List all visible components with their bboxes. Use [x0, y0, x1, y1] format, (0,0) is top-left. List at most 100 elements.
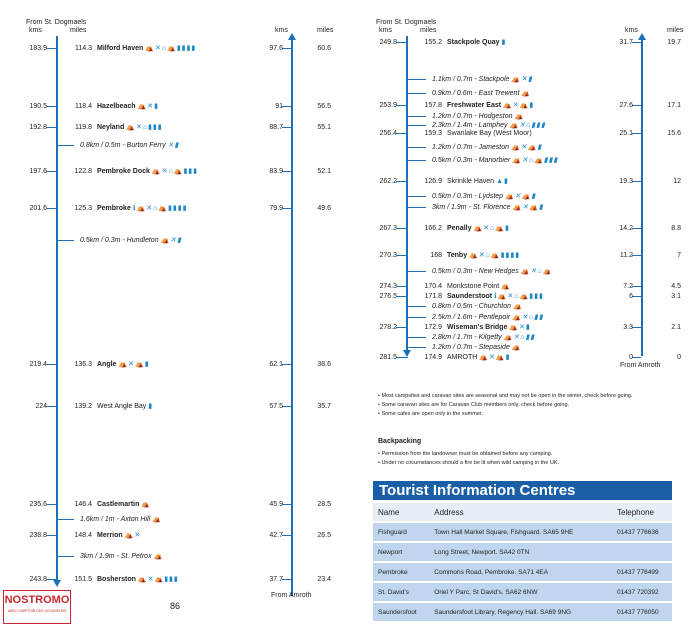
distance-kms-from-amroth: 0 — [629, 354, 633, 361]
place-name-text: Hazelbeach — [97, 103, 136, 110]
distance-miles: 171.8 — [424, 293, 442, 300]
logo-text: NOSTROMO — [4, 594, 70, 606]
distance-miles-from-amroth: 3.1 — [671, 293, 681, 300]
stop-tick-right — [282, 364, 291, 365]
distance-kms-from-amroth: 3.3 — [623, 324, 633, 331]
distance-kms: 235.6 — [29, 501, 47, 508]
backpacking-note: • Under no circumstances should a fire b… — [378, 460, 560, 466]
table-cell: St. David's — [373, 582, 430, 603]
place-name-text: Bosherston — [97, 576, 136, 583]
stop-tick — [46, 171, 58, 172]
from-amroth-label: From Amroth — [271, 592, 312, 599]
amenity-icons: ℹ⛺✕⌂⛺▮▮▮ — [494, 293, 544, 300]
stop-tick — [396, 327, 408, 328]
distance-kms-from-amroth: 31.7 — [619, 39, 633, 46]
amenity-icons: ⛺ — [512, 303, 523, 310]
stop-tick — [396, 296, 408, 297]
stop-tick — [46, 48, 58, 49]
amenity-icons: ▮ — [148, 403, 154, 410]
distance-miles: 155.2 — [424, 39, 442, 46]
header-from-label: From St. Dogmaels — [26, 19, 87, 26]
distance-miles: 159.3 — [424, 130, 442, 137]
distance-miles-from-amroth: 52.1 — [317, 168, 331, 175]
side-detour-label: 1.2km / 0.7m - Stepaside — [432, 344, 510, 351]
amenity-icons: ⛺ — [501, 283, 511, 290]
distance-miles: 168 — [430, 252, 442, 259]
amenity-icons: ⛺✕▮ — [137, 103, 159, 110]
stop-tick-right — [632, 228, 641, 229]
side-detour-label: 2.3km / 1.4m - Lamphey — [432, 122, 508, 129]
amenity-icons: ⛺ — [153, 553, 164, 560]
amenity-icons: ⛺ — [514, 113, 525, 120]
stop-tick-right — [282, 106, 291, 107]
place-name: Pembroke Dock ⛺✕⌂⛺▮▮▮ — [97, 167, 198, 176]
distance-kms-from-amroth: 7.2 — [623, 283, 633, 290]
distance-miles: 125.3 — [74, 205, 92, 212]
place-name: Neyland ⛺✕⌂▮▮▮ — [97, 123, 163, 132]
header-miles-right-label: miles — [667, 27, 684, 34]
amenity-icons: ⛺✕⛺▮ — [503, 102, 535, 109]
side-detour-label: 1.2km / 0.7m - Jameston — [432, 144, 510, 151]
distance-kms-from-amroth: 11.2 — [619, 252, 633, 259]
side-detour-label: 0.5km / 0.3m - Manorbier — [432, 157, 511, 164]
header-miles-label: miles — [70, 27, 87, 34]
side-detour: 0.8km / 0.5m - Churchton ⛺ — [432, 302, 523, 311]
table-row: Newport Long Street, Newport. SA42 0TN — [373, 542, 672, 563]
distance-kms: 238.8 — [29, 532, 47, 539]
distance-kms-from-amroth: 91 — [275, 103, 283, 110]
distance-miles: 157.8 — [424, 102, 442, 109]
distance-kms-from-amroth: 25.1 — [619, 130, 633, 137]
nostromo-logo: NOSTROMO WEB COMPTOIR DES VOYAGEURS — [3, 590, 71, 624]
distance-miles-from-amroth: 7 — [677, 252, 681, 259]
place-name-text: Skrinkle Haven — [447, 178, 495, 185]
tourist-info-table: Name Address Telephone Fishguard Town Hall M… — [373, 503, 672, 623]
amenity-icons: ⛺ — [141, 501, 152, 508]
place-name-text: Merrion — [97, 532, 123, 539]
distance-miles-from-amroth: 35.7 — [317, 403, 331, 410]
amenity-icons: ⛺✕⛺▮ — [479, 354, 511, 361]
place-name: Freshwater East ⛺✕⛺▮ — [447, 101, 534, 110]
distance-kms-from-amroth: 97.6 — [269, 45, 283, 52]
place-name: Milford Haven ⛺✕⌂⛺▮▮▮▮ — [97, 44, 196, 53]
amenity-icons: ⛺✕⌂▮▮ — [503, 334, 536, 341]
distance-kms-from-amroth: 62.1 — [269, 361, 283, 368]
distance-miles-from-amroth: 17.1 — [667, 102, 681, 109]
table-cell: Town Hall Market Square, Fishguard. SA65… — [429, 522, 613, 543]
distance-kms: 243.8 — [29, 576, 47, 583]
place-name: West Angle Bay ▮ — [97, 402, 153, 411]
distance-kms-from-amroth: 83.9 — [269, 168, 283, 175]
side-tick — [58, 519, 74, 520]
page-number: 86 — [170, 601, 181, 611]
table-cell: Fishguard — [373, 522, 430, 543]
place-name: Merrion ⛺✕ — [97, 531, 141, 540]
stop-tick-right — [282, 406, 291, 407]
amenity-icons: ⛺ — [511, 344, 522, 351]
table-body: Fishguard Town Hall Market Square, Fishgu… — [373, 522, 672, 623]
distance-miles-from-amroth: 2.1 — [671, 324, 681, 331]
place-name-text: Castlemartin — [97, 501, 140, 508]
table-cell: Long Street, Newport. SA42 0TN — [429, 542, 613, 563]
distance-miles-from-amroth: 28.5 — [317, 501, 331, 508]
header-kms-label: kms — [29, 27, 42, 34]
side-detour: 3km / 1.9m - St. Petrox ⛺ — [80, 552, 163, 561]
amenity-icons: ℹ⛺✕⌂⛺▮▮▮▮ — [132, 205, 188, 212]
route-line — [56, 36, 58, 580]
amenity-icons: ⛺✕⌂⛺ — [520, 268, 553, 275]
side-detour: 0.5km / 0.3m - Hundleton ⛺✕▮ — [80, 236, 182, 245]
header-from-label: From St. Dogmaels — [376, 19, 437, 26]
table-cell: 01437 776499 — [612, 562, 672, 583]
place-name: Swanlake Bay (West Moor) — [447, 129, 534, 138]
side-detour: 0.5km / 0.3m - New Hedges ⛺✕⌂⛺ — [432, 267, 552, 276]
side-detour-label: 1.6km / 1m - Axton Hill — [80, 516, 151, 523]
distance-miles-from-amroth: 4.5 — [671, 283, 681, 290]
side-detour-label: 1.2km / 0.7m - Hodgeston — [432, 113, 513, 120]
logo-subtext: WEB COMPTOIR DES VOYAGEURS — [7, 609, 67, 613]
route-arrow-up-icon — [288, 33, 296, 40]
amenity-icons: ⛺✕⌂▮▮▮ — [509, 122, 546, 129]
amenity-icons: ⛺ — [521, 90, 532, 97]
side-tick — [58, 145, 74, 146]
amenity-icons: ▲▮ — [496, 178, 509, 185]
place-name: Saunderstoot ℹ⛺✕⌂⛺▮▮▮ — [447, 292, 544, 301]
place-name-text: Stackpole Quay — [447, 39, 500, 46]
distance-kms: 183.9 — [29, 45, 47, 52]
